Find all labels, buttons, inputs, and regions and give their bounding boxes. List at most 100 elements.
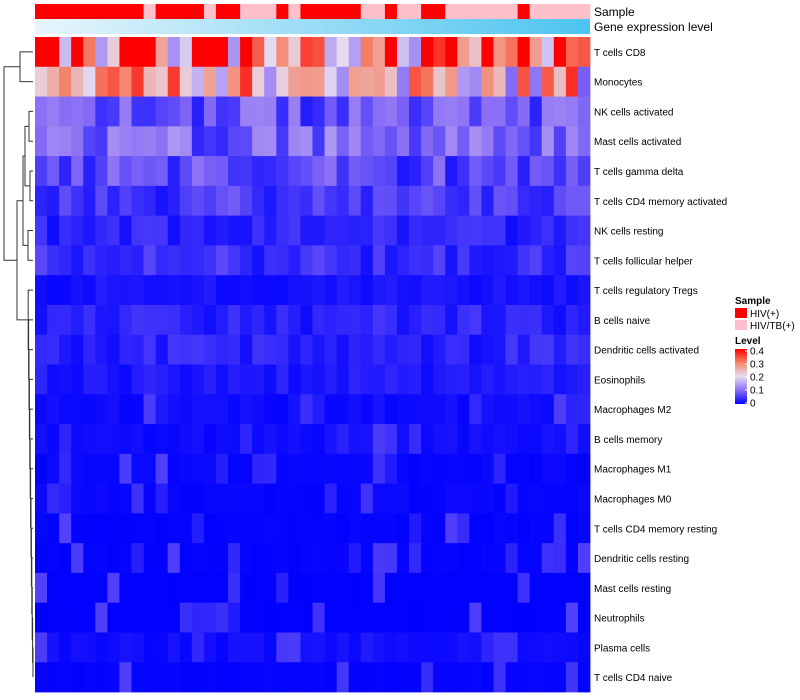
- heatmap-cell: [469, 215, 482, 246]
- heatmap-cell: [360, 37, 374, 68]
- heatmap-cell: [372, 602, 386, 633]
- heatmap-cell: [553, 662, 567, 693]
- heatmap-cell: [324, 364, 338, 395]
- heatmap-cell: [47, 304, 60, 336]
- heatmap-cell: [95, 304, 108, 336]
- heatmap-cell: [577, 543, 591, 574]
- heatmap-cell: [348, 37, 362, 68]
- heatmap-cell: [324, 304, 338, 336]
- sample-cell: [457, 4, 470, 19]
- heatmap-cell: [493, 126, 506, 157]
- heatmap-cell: [155, 632, 169, 663]
- heatmap-cell: [215, 394, 229, 425]
- heatmap-cell: [107, 156, 120, 187]
- heatmap-cell: [360, 602, 374, 633]
- heatmap-cell: [493, 37, 506, 68]
- heatmap-cell: [228, 394, 241, 425]
- heatmap-cell: [131, 364, 144, 395]
- heatmap-cell: [35, 156, 48, 187]
- heatmap-cell: [433, 364, 446, 395]
- heatmap-cell: [83, 662, 96, 693]
- heatmap-cell: [143, 185, 157, 217]
- heatmap-cell: [445, 215, 458, 246]
- heatmap-cell: [71, 37, 84, 68]
- heatmap-cell: [47, 185, 60, 217]
- heatmap-cell: [409, 543, 422, 574]
- heatmap-cell: [372, 364, 386, 395]
- heatmap-cell: [155, 96, 169, 127]
- legend-level-colorbar: [735, 349, 747, 404]
- heatmap-cell: [421, 424, 434, 455]
- heatmap-cell: [300, 156, 313, 187]
- heatmap-cell: [384, 602, 398, 633]
- heatmap-cell: [481, 662, 494, 693]
- heatmap-cell: [457, 215, 470, 246]
- legend-label-hivtb: HIV/TB(+): [750, 321, 795, 332]
- heatmap-cell: [59, 185, 72, 217]
- heatmap-cell: [252, 275, 265, 306]
- heatmap-cell: [131, 156, 144, 187]
- heatmap-cell: [505, 453, 519, 484]
- heatmap-cell: [324, 66, 338, 97]
- heatmap-cell: [240, 156, 253, 187]
- heatmap-cell: [336, 483, 350, 514]
- sample-cell: [469, 4, 482, 19]
- heatmap-cell: [252, 37, 265, 68]
- heatmap-cell: [505, 215, 519, 246]
- heatmap-cell: [215, 424, 229, 455]
- heatmap-cell: [264, 245, 277, 276]
- heatmap-cell: [348, 394, 362, 425]
- heatmap-cell: [348, 185, 362, 217]
- heatmap-cell: [336, 572, 350, 604]
- sample-cell: [565, 4, 579, 19]
- heatmap-cell: [71, 453, 84, 484]
- heatmap-cell: [47, 602, 60, 633]
- heatmap-cell: [215, 602, 229, 633]
- heatmap-cell: [565, 185, 579, 217]
- heatmap-cell: [252, 632, 265, 663]
- heatmap-cell: [35, 543, 48, 574]
- heatmap-cell: [179, 662, 193, 693]
- heatmap-cell: [35, 394, 48, 425]
- heatmap-cell: [215, 364, 229, 395]
- heatmap-cell: [384, 543, 398, 574]
- heatmap-cell: [59, 513, 72, 544]
- heatmap-cell: [47, 126, 60, 157]
- heatmap-cell: [179, 245, 193, 276]
- heatmap-cell: [191, 245, 205, 276]
- heatmap-cell: [396, 37, 410, 68]
- heatmap-cell: [155, 662, 169, 693]
- heatmap-cell: [396, 662, 410, 693]
- heatmap-cell: [565, 602, 579, 633]
- heatmap-cell: [445, 513, 458, 544]
- heatmap-cell: [565, 424, 579, 455]
- heatmap-cell: [433, 185, 446, 217]
- heatmap-cell: [155, 215, 169, 246]
- heatmap-cell: [203, 662, 217, 693]
- heatmap-cell: [372, 37, 386, 68]
- heatmap-cell: [276, 513, 289, 544]
- heatmap-cell: [336, 513, 350, 544]
- heatmap-cell: [155, 424, 169, 455]
- heatmap-cell: [300, 543, 313, 574]
- heatmap-cell: [35, 66, 48, 97]
- heatmap-cell: [191, 66, 205, 97]
- heatmap-cell: [215, 96, 229, 127]
- heatmap-cell: [288, 364, 301, 395]
- legend-label-hiv: HIV(+): [750, 309, 779, 320]
- heatmap-cell: [409, 662, 422, 693]
- heatmap-cell: [481, 275, 494, 306]
- heatmap-cell: [240, 126, 253, 157]
- heatmap-cell: [143, 275, 157, 306]
- heatmap-cell: [517, 275, 531, 306]
- heatmap-cell: [384, 572, 398, 604]
- heatmap-cell: [203, 483, 217, 514]
- heatmap-cell: [409, 572, 422, 604]
- heatmap-cell: [203, 364, 217, 395]
- heatmap-cell: [167, 602, 181, 633]
- heatmap-cell: [47, 513, 60, 544]
- heatmap-cell: [565, 275, 579, 306]
- heatmap-cell: [240, 304, 253, 336]
- heatmap-cell: [481, 304, 494, 336]
- heatmap-cell: [433, 483, 446, 514]
